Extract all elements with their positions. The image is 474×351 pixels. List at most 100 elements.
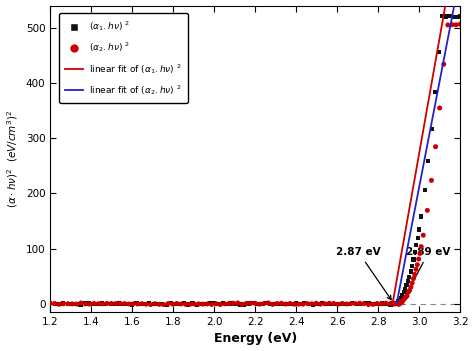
Point <box>271 301 278 306</box>
Point <box>124 301 132 306</box>
Point <box>282 301 290 307</box>
Point <box>73 301 80 306</box>
Point <box>94 301 101 307</box>
Point <box>301 300 308 306</box>
Point <box>275 301 283 306</box>
Point <box>111 302 119 307</box>
Point <box>361 300 368 306</box>
Point <box>253 301 261 306</box>
Point <box>251 300 259 306</box>
Point <box>421 187 428 193</box>
Point <box>283 301 291 307</box>
Point <box>279 301 287 307</box>
Point <box>201 302 209 307</box>
Point <box>151 301 159 306</box>
Point <box>374 301 382 306</box>
Point <box>409 263 416 269</box>
Point <box>240 302 248 307</box>
Point <box>266 301 273 306</box>
Point <box>453 14 460 20</box>
Point <box>273 301 281 306</box>
Point <box>260 301 268 306</box>
Point <box>172 301 179 307</box>
Point <box>247 300 255 306</box>
Point <box>327 301 334 307</box>
Point <box>321 301 328 307</box>
Point <box>360 301 368 306</box>
Point <box>425 158 432 164</box>
Point <box>68 301 76 307</box>
Point <box>428 126 436 132</box>
Point <box>238 302 246 307</box>
Point <box>411 272 419 277</box>
Point <box>391 301 398 307</box>
Point <box>331 302 338 307</box>
Point <box>210 300 218 306</box>
Point <box>160 302 167 307</box>
Point <box>394 301 401 307</box>
Point <box>94 301 102 306</box>
Point <box>452 22 460 28</box>
Point <box>228 301 235 306</box>
Point <box>169 301 176 307</box>
Point <box>356 301 364 306</box>
Point <box>438 13 446 19</box>
Point <box>406 274 413 279</box>
Point <box>206 300 213 306</box>
Point <box>403 293 411 299</box>
Point <box>295 301 302 307</box>
Point <box>397 295 405 301</box>
Point <box>415 256 422 262</box>
Point <box>225 300 233 306</box>
Point <box>68 301 76 306</box>
Point <box>199 301 207 307</box>
Point <box>176 301 183 307</box>
Point <box>232 301 239 307</box>
Point <box>64 301 72 306</box>
Point <box>186 302 193 307</box>
Point <box>147 302 155 307</box>
Point <box>141 301 149 307</box>
Point <box>264 300 272 306</box>
Point <box>399 298 407 303</box>
Point <box>393 300 401 306</box>
Point <box>365 302 372 307</box>
Point <box>411 249 419 254</box>
Point <box>55 301 63 306</box>
Point <box>46 300 54 306</box>
Point <box>229 300 237 306</box>
Point <box>317 302 324 307</box>
Point <box>77 300 85 306</box>
Point <box>158 301 166 307</box>
Point <box>382 300 390 306</box>
Point <box>299 301 307 307</box>
Point <box>256 302 264 307</box>
Point <box>182 302 189 307</box>
Point <box>125 301 133 307</box>
Point <box>86 301 93 307</box>
Text: 2.87 eV: 2.87 eV <box>336 247 391 300</box>
Point <box>73 301 80 307</box>
Point <box>396 297 403 303</box>
Point <box>99 301 107 306</box>
Point <box>400 289 408 295</box>
Point <box>286 301 294 306</box>
Point <box>378 301 385 307</box>
Point <box>55 302 63 307</box>
Point <box>60 301 67 306</box>
Point <box>399 292 406 298</box>
Point <box>383 301 390 307</box>
Legend: $(\alpha_1.h\nu)\ ^2$, $(\alpha_2.h\nu)\ ^2$, linear fit of $(\alpha_1.h\nu)\ ^2: $(\alpha_1.h\nu)\ ^2$, $(\alpha_2.h\nu)\… <box>59 13 188 103</box>
Point <box>291 302 298 307</box>
Point <box>197 301 205 307</box>
Point <box>404 290 412 295</box>
Point <box>116 301 123 306</box>
Point <box>339 301 347 307</box>
Point <box>236 302 244 307</box>
Point <box>402 294 410 300</box>
Point <box>424 207 431 213</box>
Point <box>288 302 295 307</box>
Point <box>343 301 350 307</box>
Point <box>219 300 227 306</box>
Point <box>245 301 252 306</box>
